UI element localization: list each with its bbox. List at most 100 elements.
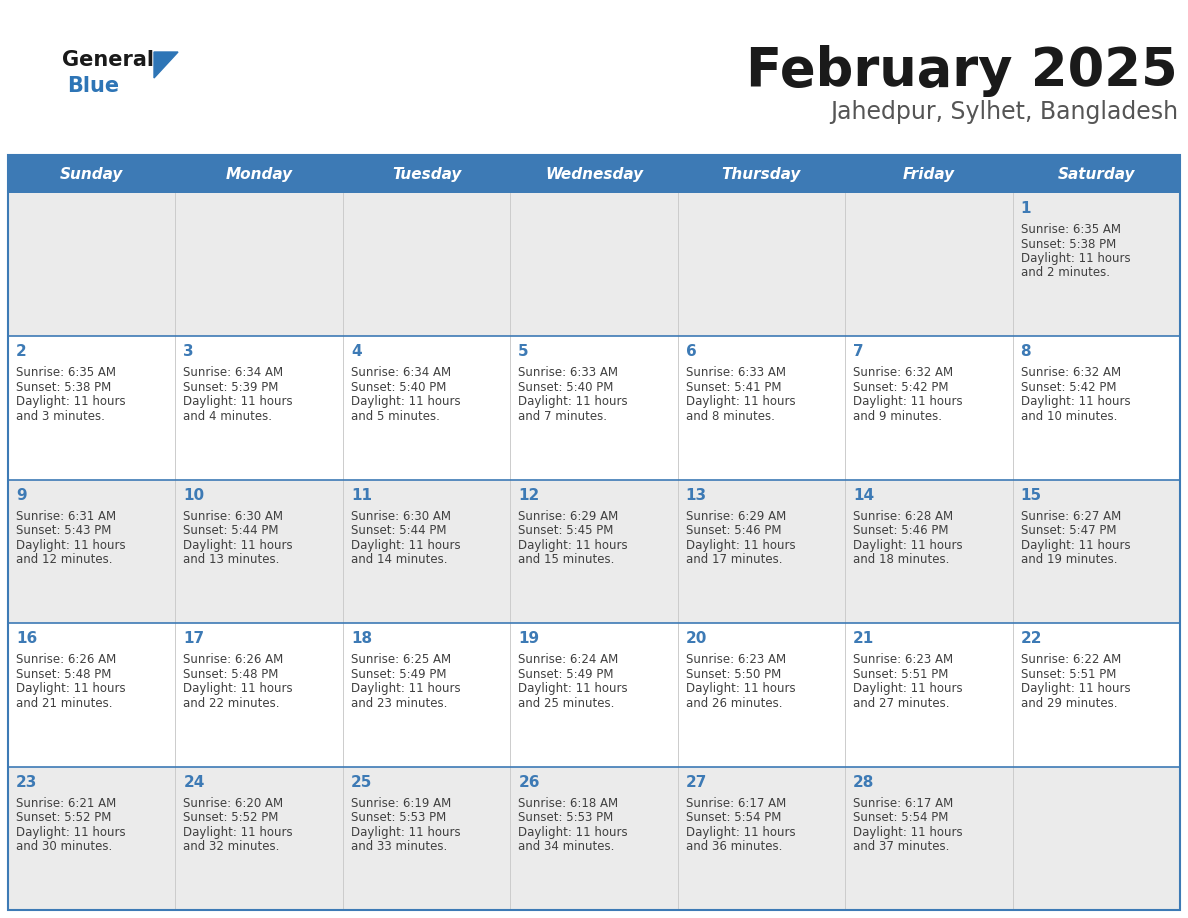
Bar xyxy=(511,336,677,480)
Text: February 2025: February 2025 xyxy=(746,45,1178,97)
Text: and 9 minutes.: and 9 minutes. xyxy=(853,410,942,423)
Text: Sunrise: 6:32 AM: Sunrise: 6:32 AM xyxy=(1020,366,1120,379)
Text: Daylight: 11 hours: Daylight: 11 hours xyxy=(518,539,628,552)
Text: 24: 24 xyxy=(183,775,204,789)
Text: and 12 minutes.: and 12 minutes. xyxy=(15,554,113,566)
Text: and 29 minutes.: and 29 minutes. xyxy=(1020,697,1117,710)
Bar xyxy=(1012,336,1180,480)
Text: 27: 27 xyxy=(685,775,707,789)
Bar xyxy=(8,767,176,910)
Text: Sunset: 5:51 PM: Sunset: 5:51 PM xyxy=(1020,667,1116,681)
Text: and 23 minutes.: and 23 minutes. xyxy=(350,697,447,710)
Text: Sunset: 5:42 PM: Sunset: 5:42 PM xyxy=(853,381,949,394)
Text: and 32 minutes.: and 32 minutes. xyxy=(183,840,280,853)
Text: and 14 minutes.: and 14 minutes. xyxy=(350,554,448,566)
Text: 14: 14 xyxy=(853,487,874,503)
Text: 19: 19 xyxy=(518,632,539,646)
Text: Sunrise: 6:35 AM: Sunrise: 6:35 AM xyxy=(1020,223,1120,236)
Text: Saturday: Saturday xyxy=(1057,166,1135,182)
Text: Sunrise: 6:26 AM: Sunrise: 6:26 AM xyxy=(15,654,116,666)
Bar xyxy=(845,767,1012,910)
Text: 13: 13 xyxy=(685,487,707,503)
Text: 18: 18 xyxy=(350,632,372,646)
Bar xyxy=(176,480,343,623)
Text: and 13 minutes.: and 13 minutes. xyxy=(183,554,280,566)
Text: Daylight: 11 hours: Daylight: 11 hours xyxy=(685,825,795,839)
Text: Sunset: 5:53 PM: Sunset: 5:53 PM xyxy=(518,812,613,824)
Bar xyxy=(8,155,1180,910)
Bar xyxy=(8,155,176,193)
Text: 4: 4 xyxy=(350,344,361,360)
Bar xyxy=(1012,155,1180,193)
Bar xyxy=(511,623,677,767)
Bar xyxy=(343,480,511,623)
Text: Daylight: 11 hours: Daylight: 11 hours xyxy=(518,682,628,695)
Text: Sunrise: 6:19 AM: Sunrise: 6:19 AM xyxy=(350,797,451,810)
Text: and 33 minutes.: and 33 minutes. xyxy=(350,840,447,853)
Bar xyxy=(8,480,176,623)
Bar xyxy=(1012,480,1180,623)
Text: Daylight: 11 hours: Daylight: 11 hours xyxy=(183,396,293,409)
Text: Daylight: 11 hours: Daylight: 11 hours xyxy=(685,396,795,409)
Text: Sunrise: 6:21 AM: Sunrise: 6:21 AM xyxy=(15,797,116,810)
Text: and 3 minutes.: and 3 minutes. xyxy=(15,410,105,423)
Bar xyxy=(845,480,1012,623)
Text: Sunrise: 6:35 AM: Sunrise: 6:35 AM xyxy=(15,366,116,379)
Text: and 25 minutes.: and 25 minutes. xyxy=(518,697,614,710)
Text: 20: 20 xyxy=(685,632,707,646)
Text: Sunrise: 6:20 AM: Sunrise: 6:20 AM xyxy=(183,797,284,810)
Text: and 30 minutes.: and 30 minutes. xyxy=(15,840,112,853)
Text: Blue: Blue xyxy=(67,76,119,96)
Text: and 34 minutes.: and 34 minutes. xyxy=(518,840,614,853)
Text: 21: 21 xyxy=(853,632,874,646)
Text: Sunset: 5:47 PM: Sunset: 5:47 PM xyxy=(1020,524,1116,537)
Text: Monday: Monday xyxy=(226,166,292,182)
Text: Sunset: 5:41 PM: Sunset: 5:41 PM xyxy=(685,381,782,394)
Text: Sunrise: 6:18 AM: Sunrise: 6:18 AM xyxy=(518,797,619,810)
Text: and 17 minutes.: and 17 minutes. xyxy=(685,554,782,566)
Text: 7: 7 xyxy=(853,344,864,360)
Bar xyxy=(8,336,176,480)
Text: Sunrise: 6:17 AM: Sunrise: 6:17 AM xyxy=(853,797,954,810)
Text: Sunday: Sunday xyxy=(61,166,124,182)
Text: Tuesday: Tuesday xyxy=(392,166,461,182)
Bar xyxy=(1012,623,1180,767)
Text: 16: 16 xyxy=(15,632,37,646)
Text: Sunset: 5:43 PM: Sunset: 5:43 PM xyxy=(15,524,112,537)
Bar xyxy=(1012,193,1180,336)
Text: 9: 9 xyxy=(15,487,26,503)
Text: Daylight: 11 hours: Daylight: 11 hours xyxy=(518,396,628,409)
Bar xyxy=(343,623,511,767)
Bar xyxy=(343,193,511,336)
Bar xyxy=(677,767,845,910)
Text: Sunrise: 6:32 AM: Sunrise: 6:32 AM xyxy=(853,366,953,379)
Text: Daylight: 11 hours: Daylight: 11 hours xyxy=(350,682,461,695)
Text: Sunrise: 6:23 AM: Sunrise: 6:23 AM xyxy=(853,654,953,666)
Text: Sunrise: 6:25 AM: Sunrise: 6:25 AM xyxy=(350,654,451,666)
Text: Sunset: 5:46 PM: Sunset: 5:46 PM xyxy=(853,524,949,537)
Text: and 37 minutes.: and 37 minutes. xyxy=(853,840,949,853)
Text: 26: 26 xyxy=(518,775,539,789)
Text: Sunset: 5:44 PM: Sunset: 5:44 PM xyxy=(183,524,279,537)
Text: Daylight: 11 hours: Daylight: 11 hours xyxy=(15,539,126,552)
Text: Sunset: 5:48 PM: Sunset: 5:48 PM xyxy=(15,667,112,681)
Text: Sunrise: 6:33 AM: Sunrise: 6:33 AM xyxy=(685,366,785,379)
Text: Sunset: 5:39 PM: Sunset: 5:39 PM xyxy=(183,381,279,394)
Bar xyxy=(176,767,343,910)
Text: Sunset: 5:40 PM: Sunset: 5:40 PM xyxy=(518,381,614,394)
Text: Sunset: 5:54 PM: Sunset: 5:54 PM xyxy=(685,812,781,824)
Bar xyxy=(845,155,1012,193)
Text: Sunrise: 6:27 AM: Sunrise: 6:27 AM xyxy=(1020,509,1120,522)
Text: Thursday: Thursday xyxy=(722,166,801,182)
Text: Wednesday: Wednesday xyxy=(545,166,643,182)
Text: Daylight: 11 hours: Daylight: 11 hours xyxy=(183,539,293,552)
Text: Sunrise: 6:22 AM: Sunrise: 6:22 AM xyxy=(1020,654,1120,666)
Bar xyxy=(511,480,677,623)
Text: Sunrise: 6:33 AM: Sunrise: 6:33 AM xyxy=(518,366,618,379)
Bar xyxy=(8,623,176,767)
Text: 25: 25 xyxy=(350,775,372,789)
Text: 3: 3 xyxy=(183,344,194,360)
Text: Daylight: 11 hours: Daylight: 11 hours xyxy=(350,825,461,839)
Bar xyxy=(511,767,677,910)
Text: and 15 minutes.: and 15 minutes. xyxy=(518,554,614,566)
